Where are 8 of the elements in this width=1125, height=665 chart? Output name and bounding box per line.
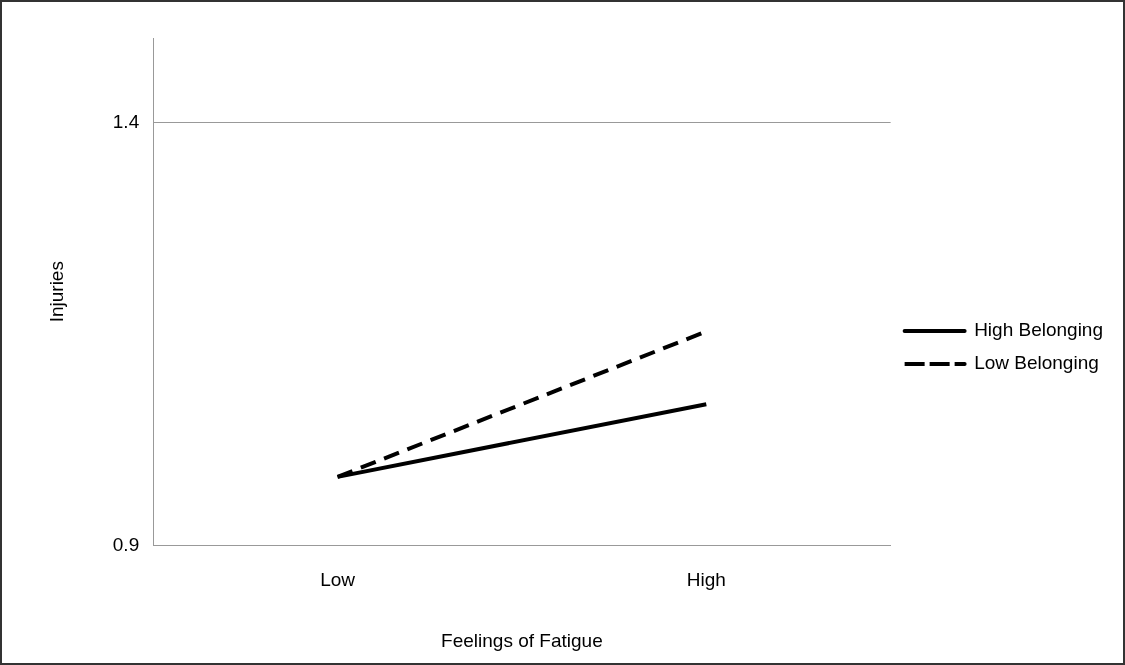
x-tick-label: High [686,569,726,591]
y-axis-title: Injuries [45,261,67,323]
y-tick-label: 0.9 [112,533,140,555]
x-axis-title: Feelings of Fatigue [441,629,603,651]
legend-label: High Belonging [974,319,1103,341]
x-tick-label: Low [320,569,356,591]
y-tick-label: 1.4 [112,110,140,132]
legend-label: Low Belonging [974,352,1099,374]
